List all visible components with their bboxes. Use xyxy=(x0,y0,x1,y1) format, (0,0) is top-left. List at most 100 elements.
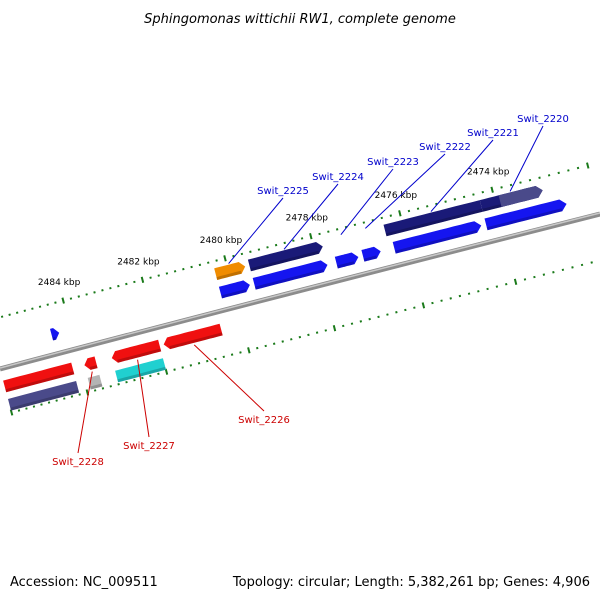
gene-label[interactable]: Swit_2227 xyxy=(123,441,175,452)
minor-tick xyxy=(181,366,184,369)
minor-tick xyxy=(149,374,152,378)
minor-tick xyxy=(222,355,226,359)
gene-labels: Swit_2220Swit_2221Swit_2222Swit_2223Swit… xyxy=(52,114,569,468)
gene-label[interactable]: Swit_2221 xyxy=(467,128,519,139)
gene-shade xyxy=(52,336,57,341)
gene-label[interactable]: Swit_2228 xyxy=(52,457,104,468)
minor-tick xyxy=(63,397,66,400)
gene-shade xyxy=(89,365,98,370)
minor-tick xyxy=(78,393,81,396)
minor-tick xyxy=(290,338,293,341)
gene-features xyxy=(3,186,567,411)
major-tick xyxy=(490,186,494,193)
forward-scale-ticks: 2484 kbp 2482 kbp 2480 kbp 2478 kbp 2476 kbp… xyxy=(0,162,590,318)
major-tick xyxy=(332,325,337,332)
gene-swit_2225[interactable] xyxy=(214,262,246,280)
major-tick xyxy=(140,276,145,283)
minor-tick xyxy=(157,372,160,376)
gene-label[interactable]: Swit_2225 xyxy=(257,186,309,197)
minor-tick xyxy=(239,351,242,354)
leader-line xyxy=(509,125,544,192)
major-tick xyxy=(513,278,518,285)
gene-swit_2227b[interactable] xyxy=(115,358,166,383)
minor-tick xyxy=(214,357,217,361)
minor-tick xyxy=(281,340,284,343)
gene-swit_2221[interactable] xyxy=(383,200,483,237)
minor-tick xyxy=(109,286,112,290)
gene-label[interactable]: Swit_2220 xyxy=(517,114,569,125)
minor-tick xyxy=(109,385,112,388)
gene-swit_2227[interactable] xyxy=(111,339,162,363)
minor-tick xyxy=(70,395,74,398)
gene-shade xyxy=(117,348,162,363)
minor-tick xyxy=(232,254,235,258)
major-tick xyxy=(421,302,426,309)
minor-tick xyxy=(272,342,276,345)
minor-tick xyxy=(230,353,234,356)
minor-tick xyxy=(55,399,58,402)
minor-tick xyxy=(117,284,120,288)
accession-text: Accession: NC_009511 xyxy=(10,575,158,590)
minor-tick xyxy=(240,252,244,256)
gene-swit_2224[interactable] xyxy=(247,242,323,272)
gene-swit_2223[interactable] xyxy=(334,252,359,269)
gene-edge_blue[interactable] xyxy=(50,328,60,341)
gene-label[interactable]: Swit_2222 xyxy=(419,142,471,153)
tick-label: 2474 kbp xyxy=(467,167,510,177)
gene-shade xyxy=(254,269,324,290)
leader-line xyxy=(430,139,494,212)
minor-tick xyxy=(266,246,269,249)
minor-tick xyxy=(149,276,152,279)
gene-shade xyxy=(5,371,75,393)
tick-label: 2478 kbp xyxy=(286,214,329,224)
gene-label[interactable]: Swit_2224 xyxy=(312,172,364,183)
leader-line xyxy=(77,371,93,454)
minor-tick xyxy=(25,407,28,410)
minor-tick xyxy=(8,313,11,316)
minor-tick xyxy=(249,250,252,253)
minor-tick xyxy=(54,301,57,304)
minor-tick xyxy=(93,291,96,294)
minor-tick xyxy=(31,307,34,310)
minor-tick xyxy=(257,248,261,251)
tick-label: 2480 kbp xyxy=(200,236,243,246)
gene-swit_2226[interactable] xyxy=(163,323,223,350)
minor-tick xyxy=(141,376,144,380)
gene-swit_2224b[interactable] xyxy=(252,260,328,290)
minor-tick xyxy=(38,305,42,308)
minor-tick xyxy=(189,364,193,367)
gene-swit_2222[interactable] xyxy=(361,246,381,262)
tick-label: 2482 kbp xyxy=(117,257,160,267)
gene-edge_red[interactable] xyxy=(3,362,75,393)
gene-edge_slate[interactable] xyxy=(8,381,80,411)
minor-tick xyxy=(32,405,36,408)
minor-tick xyxy=(47,401,51,404)
gene-swit_2221b[interactable] xyxy=(392,221,482,254)
gene-swit_2228[interactable] xyxy=(84,356,98,370)
genome-backbone xyxy=(0,211,600,372)
tick-label: 2484 kbp xyxy=(38,278,81,288)
minor-tick xyxy=(23,309,26,312)
gene-label[interactable]: Swit_2223 xyxy=(367,157,419,168)
gene-swit_2220-segment xyxy=(498,186,543,207)
backbone-line xyxy=(0,211,600,372)
map-title: Sphingomonas wittichii RW1, complete gen… xyxy=(144,12,456,27)
gene-shade xyxy=(337,261,355,269)
leader-line xyxy=(193,344,265,412)
gene-shade xyxy=(363,255,377,262)
minor-tick xyxy=(77,295,81,298)
leader-line xyxy=(283,183,339,250)
gene-shade xyxy=(90,383,103,390)
minor-tick xyxy=(125,282,128,286)
gene-label[interactable]: Swit_2226 xyxy=(238,415,290,426)
minor-tick xyxy=(69,297,73,300)
reverse-scale-ticks xyxy=(9,261,593,416)
gene-swit_2220b[interactable] xyxy=(484,199,567,231)
gene-swit_2225b[interactable] xyxy=(218,280,250,299)
gene-shade xyxy=(486,208,563,231)
minor-tick xyxy=(264,344,267,348)
minor-tick xyxy=(157,274,160,277)
major-tick xyxy=(309,233,313,240)
minor-tick xyxy=(17,409,21,412)
minor-tick xyxy=(215,259,218,262)
